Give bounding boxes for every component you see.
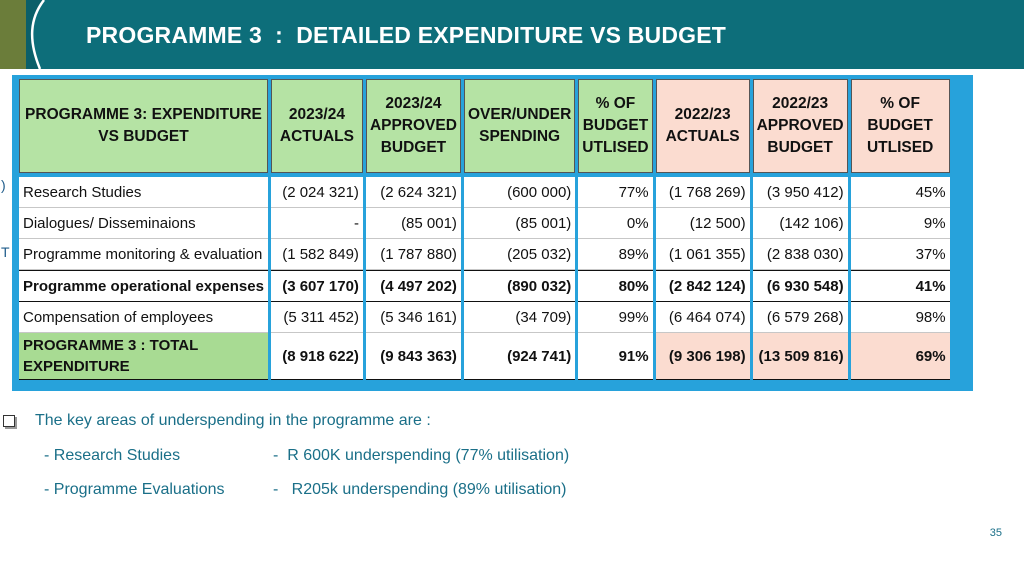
cell-budget-2223: (142 106) [752,208,848,239]
cell-pct-2324: 89% [578,239,653,270]
cell-actuals-2324: - [270,208,363,239]
note-detail: - R205k underspending (89% utilisation) [273,481,567,498]
col-header-budget-2324: 2023/24 APPROVED BUDGET [365,79,461,173]
table-row: Dialogues/ Disseminaions - (85 001) (85 … [19,208,950,239]
col-header-pct-2324: % OF BUDGET UTLISED [578,79,653,173]
table-row: Research Studies (2 024 321) (2 624 321)… [19,177,950,208]
cell-actuals-2223: (1 768 269) [655,177,750,208]
col-header-actuals-2223: 2022/23 ACTUALS [655,79,750,173]
cell-actuals-2223: (12 500) [655,208,750,239]
col-header-over-under: OVER/UNDER SPENDING [463,79,576,173]
cell-budget-2223: (2 838 030) [752,239,848,270]
row-label: Programme monitoring & evaluation [19,239,268,270]
cell-budget-2324: (4 497 202) [365,270,461,302]
bullet-square-icon [3,415,15,427]
row-label: Dialogues/ Disseminaions [19,208,268,239]
cell-budget-2223: (3 950 412) [752,177,848,208]
table-row-subtotal: Programme operational expenses (3 607 17… [19,270,950,302]
cell-actuals-2324: (2 024 321) [270,177,363,208]
row-label: Research Studies [19,177,268,208]
row-label: Programme operational expenses [19,270,268,302]
cell-over-under: (85 001) [463,208,576,239]
table-row: Compensation of employees (5 311 452) (5… [19,302,950,333]
cell-over-under: (600 000) [463,177,576,208]
note-area: - Research Studies [44,447,181,464]
total-over-under: (924 741) [463,333,576,380]
cell-actuals-2324: (1 582 849) [270,239,363,270]
slide-title: PROGRAMME 3 : DETAILED EXPENDITURE VS BU… [86,22,727,48]
cell-budget-2324: (5 346 161) [365,302,461,333]
cell-pct-2324: 80% [578,270,653,302]
page-number: 35 [989,527,1002,539]
header-swoosh-logo [0,0,45,69]
stray-mark: ) [1,177,6,193]
cell-budget-2324: (2 624 321) [365,177,461,208]
slide-header: PROGRAMME 3 : DETAILED EXPENDITURE VS BU… [0,0,1024,69]
cell-actuals-2223: (6 464 074) [655,302,750,333]
cell-pct-2324: 0% [578,208,653,239]
note-detail: - R 600K underspending (77% utilisation) [273,447,570,464]
cell-actuals-2223: (1 061 355) [655,239,750,270]
cell-budget-2223: (6 579 268) [752,302,848,333]
cell-actuals-2324: (3 607 170) [270,270,363,302]
cell-budget-2324: (85 001) [365,208,461,239]
cell-budget-2223: (6 930 548) [752,270,848,302]
col-header-pct-2223: % OF BUDGET UTLISED [850,79,950,173]
col-header-actuals-2324: 2023/24 ACTUALS [270,79,363,173]
total-budget-2324: (9 843 363) [365,333,461,380]
table-header-row: PROGRAMME 3: EXPENDITURE VS BUDGET 2023/… [19,79,950,173]
col-header-programme: PROGRAMME 3: EXPENDITURE VS BUDGET [19,79,268,173]
table-row: Programme monitoring & evaluation (1 582… [19,239,950,270]
cell-over-under: (890 032) [463,270,576,302]
total-budget-2223: (13 509 816) [752,333,848,380]
cell-pct-2324: 77% [578,177,653,208]
cell-pct-2223: 45% [850,177,950,208]
table-row-total: PROGRAMME 3 : TOTAL EXPENDITURE (8 918 6… [19,333,950,380]
total-pct-2223: 69% [850,333,950,380]
expenditure-table: PROGRAMME 3: EXPENDITURE VS BUDGET 2023/… [16,79,953,380]
cell-pct-2223: 37% [850,239,950,270]
note-area: - Programme Evaluations [44,481,225,498]
notes-intro: The key areas of underspending in the pr… [35,412,431,429]
cell-over-under: (34 709) [463,302,576,333]
cell-pct-2223: 9% [850,208,950,239]
cell-actuals-2324: (5 311 452) [270,302,363,333]
row-label: Compensation of employees [19,302,268,333]
cell-actuals-2223: (2 842 124) [655,270,750,302]
cell-over-under: (205 032) [463,239,576,270]
total-label-line2: EXPENDITURE [23,358,130,375]
total-row-label: PROGRAMME 3 : TOTAL EXPENDITURE [19,333,268,380]
stray-mark: T [1,244,10,260]
cell-pct-2223: 98% [850,302,950,333]
cell-pct-2324: 99% [578,302,653,333]
cell-budget-2324: (1 787 880) [365,239,461,270]
total-pct-2324: 91% [578,333,653,380]
cell-pct-2223: 41% [850,270,950,302]
total-actuals-2324: (8 918 622) [270,333,363,380]
total-actuals-2223: (9 306 198) [655,333,750,380]
col-header-budget-2223: 2022/23 APPROVED BUDGET [752,79,848,173]
total-label-line1: PROGRAMME 3 : TOTAL [23,337,199,354]
